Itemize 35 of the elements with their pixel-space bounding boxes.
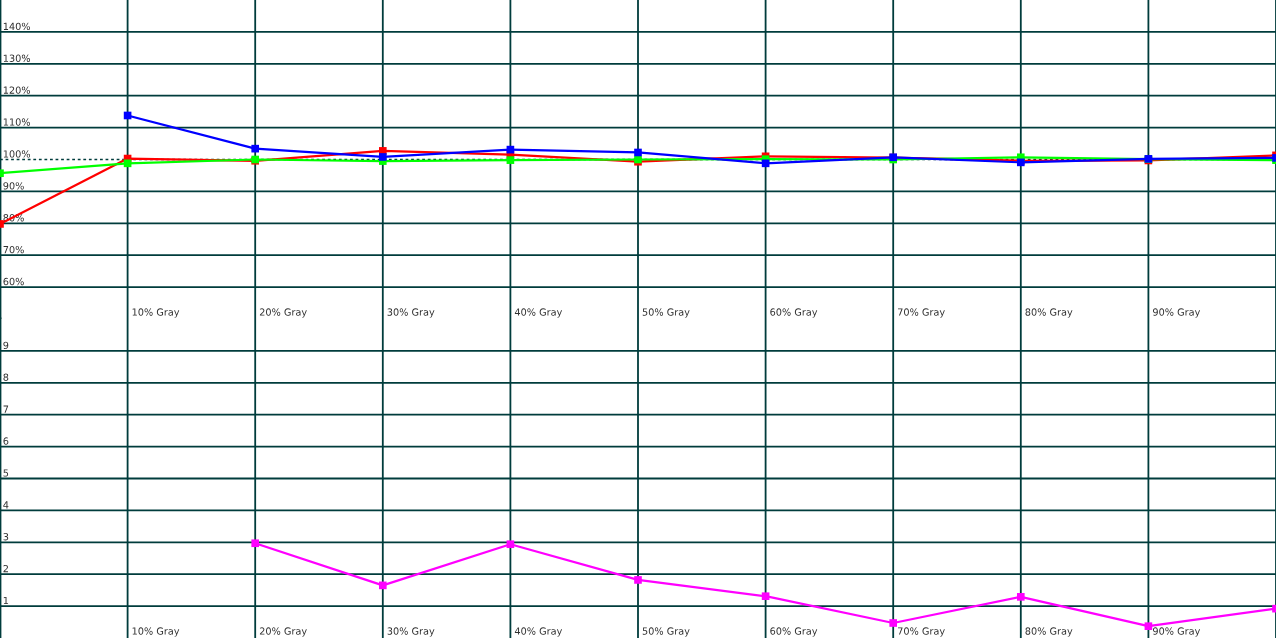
x-tick-label: 40% Gray <box>514 627 563 637</box>
x-tick-label: 30% Gray <box>387 627 435 637</box>
x-tick-label: 90% Gray <box>1153 627 1201 637</box>
y-tick-label: 3 <box>3 533 9 541</box>
x-tick-label: 30% Gray <box>387 308 435 318</box>
y-tick-label: 7 <box>3 405 9 413</box>
x-tick-label: 60% Gray <box>770 627 818 637</box>
y-tick-label: 2 <box>3 564 8 573</box>
y-tick-label: 70% <box>3 245 24 254</box>
y-tick-label: 60% <box>3 277 24 286</box>
x-tick-label: 70% Gray <box>898 627 945 637</box>
x-tick-label: 60% Gray <box>770 308 818 318</box>
y-tick-label: 9 <box>3 341 9 350</box>
x-tick-label: 20% Gray <box>259 308 307 318</box>
y-tick-label: 100% <box>3 150 31 158</box>
x-tick-label: 50% Gray <box>642 308 690 318</box>
y-tick-label: 8 <box>3 373 9 381</box>
y-tick-label: 110% <box>3 118 31 126</box>
x-tick-label: 80% Gray <box>1025 308 1073 318</box>
y-tick-label: 4 <box>3 501 9 509</box>
y-tick-label: 90% <box>3 182 24 190</box>
x-tick-label: 70% Gray <box>898 308 945 318</box>
y-tick-label: 1 <box>3 596 9 605</box>
x-tick-label: 90% Gray <box>1153 308 1201 318</box>
x-tick-label: 10% Gray <box>132 627 180 637</box>
x-tick-label: 50% Gray <box>642 627 690 637</box>
y-tick-label: 140% <box>3 22 31 31</box>
y-tick-label: 5 <box>3 469 9 477</box>
x-tick-label: 40% Gray <box>514 308 563 318</box>
y-tick-label: 120% <box>3 86 31 94</box>
y-tick-label: 6 <box>3 437 9 445</box>
x-tick-label: 10% Gray <box>132 308 180 318</box>
x-tick-label: 20% Gray <box>259 627 307 637</box>
x-tick-label: 80% Gray <box>1025 627 1073 637</box>
y-tick-label: 130% <box>3 54 31 62</box>
